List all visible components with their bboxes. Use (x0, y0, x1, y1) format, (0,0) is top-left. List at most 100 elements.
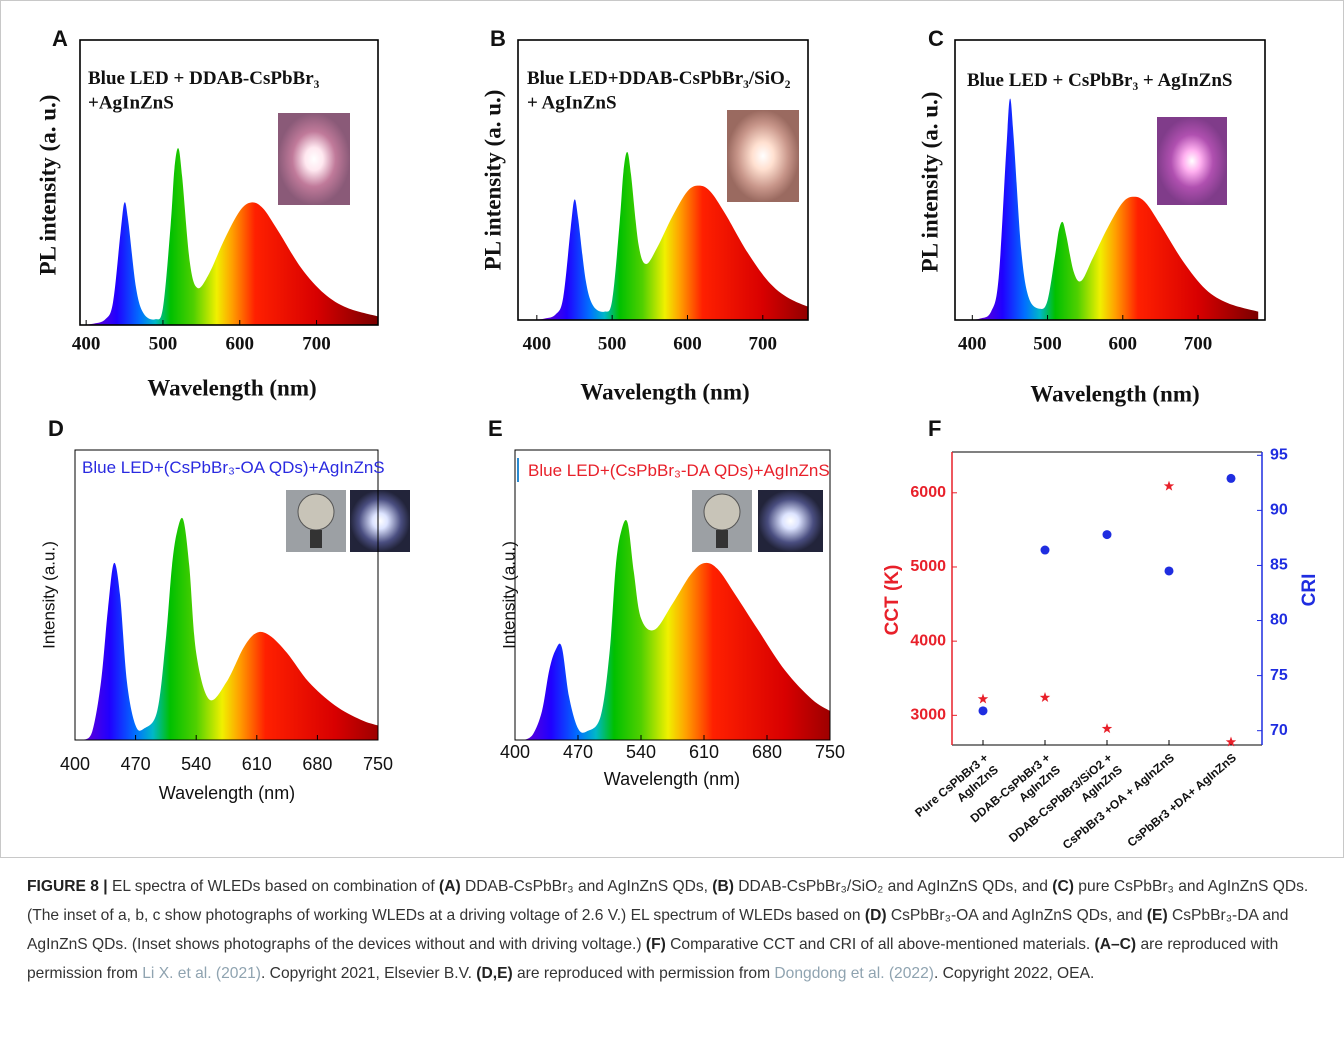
star-point (1163, 480, 1175, 491)
caption-text: . Copyright 2021, Elsevier B.V. (261, 965, 477, 982)
y-axis-label: CCT (K) (882, 565, 903, 636)
spectrum-area (524, 519, 830, 740)
x-tick-label: 540 (181, 754, 211, 774)
x-tick-label: 400 (60, 754, 90, 774)
x-tick-label: 610 (242, 754, 272, 774)
plot-frame (74, 449, 379, 741)
x-tick-label: 500 (598, 333, 627, 354)
plot-title: Blue LED+(CsPbBr₃-DA QDs)+AgInZnS (528, 461, 830, 480)
caption-text: CsPbBr₃-OA and AgInZnS QDs, and (886, 907, 1147, 924)
caption-text: . Copyright 2022, OEA. (933, 965, 1095, 982)
y2-tick-label: 70 (1270, 722, 1288, 739)
x-tick-label: 700 (1184, 333, 1213, 354)
x-tick-label: 700 (302, 333, 331, 354)
inset-photo (350, 490, 410, 552)
y-axis-label: PL intensity (a. u.) (35, 95, 60, 276)
plot-title: Blue LED+DDAB-CsPbBr₃/SiO₂ + AgInZnS (527, 68, 791, 114)
y2-tick-label: 80 (1270, 612, 1288, 629)
y-tick-label: 5000 (910, 558, 946, 575)
plot-title: Blue LED + CsPbBr₃ + AgInZnS (967, 70, 1232, 91)
x-tick-label: 750 (363, 754, 393, 774)
x-tick-label: 400 (523, 333, 552, 354)
circle-point (1040, 545, 1050, 555)
star-point (1225, 736, 1237, 747)
y2-tick-label: 95 (1270, 447, 1288, 464)
inset-device (716, 530, 728, 548)
x-tick-label: 680 (752, 742, 782, 762)
inset-device (310, 530, 322, 548)
circle-point (1226, 473, 1236, 483)
caption-bold: (C) (1052, 878, 1074, 895)
inset-photo (278, 113, 350, 205)
inset-emblem (703, 493, 741, 531)
caption-bold: (D) (864, 907, 887, 924)
x-tick-label: 600 (673, 333, 702, 354)
x-tick-label: 610 (689, 742, 719, 762)
x-tick-label: CsPbBr3 +DA+ AgInZnS (1125, 751, 1239, 850)
caption-text: DDAB-CsPbBr₃/SiO₂ and AgInZnS QDs, and (733, 878, 1053, 895)
insets (278, 110, 1227, 552)
panel-letter: A (52, 26, 68, 51)
x-tick-label: 470 (563, 742, 593, 762)
caption-bold: (E) (1146, 907, 1168, 924)
circle-point (1164, 566, 1174, 576)
x-tick-label: 470 (121, 754, 151, 774)
panel-letter: C (928, 26, 944, 51)
panel-letter: D (48, 416, 64, 441)
caption-bold: FIGURE 8 | (27, 878, 108, 895)
caption-text: DDAB-CsPbBr₃ and AgInZnS QDs, (460, 878, 713, 895)
spectrum-area (964, 98, 1259, 320)
spectrum-area (83, 517, 378, 740)
star-point (1101, 723, 1113, 734)
circle-point (1102, 530, 1112, 540)
x-tick-label: 700 (749, 333, 778, 354)
caption-bold: (D,E) (476, 965, 513, 982)
x-tick-label: 500 (149, 333, 178, 354)
plot-frame (79, 39, 379, 326)
plot-title: Blue LED + DDAB-CsPbBr₃ +AgInZnS (88, 68, 320, 114)
inset-photo (758, 490, 823, 552)
x-tick-label: 680 (302, 754, 332, 774)
star-point (977, 693, 989, 704)
plot-frame (517, 39, 809, 321)
spectrum-area (80, 148, 378, 325)
x-axis-label: Wavelength (nm) (159, 783, 295, 803)
star-point (1039, 692, 1051, 702)
y-tick-label: 4000 (910, 632, 946, 649)
caption-text: are reproduced with permission from (27, 936, 1279, 982)
y2-tick-label: 75 (1270, 667, 1288, 684)
citation-link[interactable]: Li X. et al. (2021) (142, 965, 262, 982)
title-bar (517, 458, 519, 482)
spectrum-area (529, 151, 808, 320)
y-axis-label: Intensity (a.u.) (499, 541, 518, 649)
plot-frame (954, 39, 1266, 321)
caption-bold: (F) (645, 936, 666, 953)
x-axis-label: Wavelength (nm) (580, 379, 749, 404)
inset-photo (727, 110, 799, 202)
y2-tick-label: 85 (1270, 557, 1288, 574)
circle-point (978, 706, 988, 716)
panel-letter: E (488, 416, 503, 441)
caption-text: are reproduced with permission from (512, 965, 775, 982)
caption-text: CsPbBr₃-DA and AgInZnS QDs. (Inset shows… (27, 907, 1289, 953)
inset-emblem (297, 493, 335, 531)
figure: A 400 500 600 700 Wavelength (nm) PL intensity… (35, 26, 1320, 852)
panel-letter: B (490, 26, 506, 51)
panel-letter: F (928, 416, 941, 441)
x-tick-label: 400 (500, 742, 530, 762)
x-tick-label: 540 (626, 742, 656, 762)
y2-axis-label: CRI (1299, 574, 1320, 607)
caption-text: EL spectra of WLEDs based on combination… (107, 878, 440, 895)
y-tick-label: 3000 (910, 707, 946, 724)
y-tick-label: 6000 (910, 484, 946, 501)
plot-title: Blue LED+(CsPbBr₃-OA QDs)+AgInZnS (82, 458, 385, 477)
y-axis-label: Intensity (a.u.) (39, 541, 58, 649)
y-axis-label: PL intensity (a. u.) (480, 90, 505, 271)
citation-link[interactable]: Dongdong et al. (2022) (774, 965, 934, 982)
x-tick-label: Pure CsPbBr3 +AgInZnS (912, 751, 1001, 832)
caption-bold: (A) (439, 878, 461, 895)
y-axis-label: PL intensity (a. u.) (917, 92, 942, 273)
x-tick-label: 750 (815, 742, 845, 762)
plot-frame (514, 449, 831, 741)
